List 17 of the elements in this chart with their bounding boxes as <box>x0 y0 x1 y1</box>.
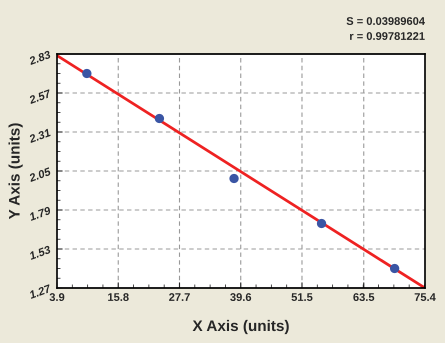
x-axis-title: X Axis (units) <box>192 320 289 334</box>
y-tick-label: 2.57 <box>28 89 52 104</box>
text: S = 0.03989604 <box>346 17 425 25</box>
x-tick-label: 3.9 <box>50 293 64 302</box>
y-tick-label: 2.31 <box>28 128 51 144</box>
x-tick-label: 63.5 <box>353 293 374 302</box>
x-tick-label: 27.7 <box>169 293 190 301</box>
x-tick-label: 15.8 <box>108 293 129 302</box>
y-tick-label: 1.79 <box>28 206 52 221</box>
x-tick-label: 51.5 <box>292 293 312 302</box>
text: r = 0.99781221 <box>350 32 425 40</box>
x-tick-label: 39.6 <box>230 293 252 302</box>
y-tick-label: 2.83 <box>28 50 52 66</box>
y-tick-label: 2.05 <box>28 167 52 182</box>
x-tick-label: 75.4 <box>414 293 436 302</box>
y-axis-title: Y Axis (units) <box>8 123 23 220</box>
y-tick-label: 1.53 <box>28 245 52 260</box>
